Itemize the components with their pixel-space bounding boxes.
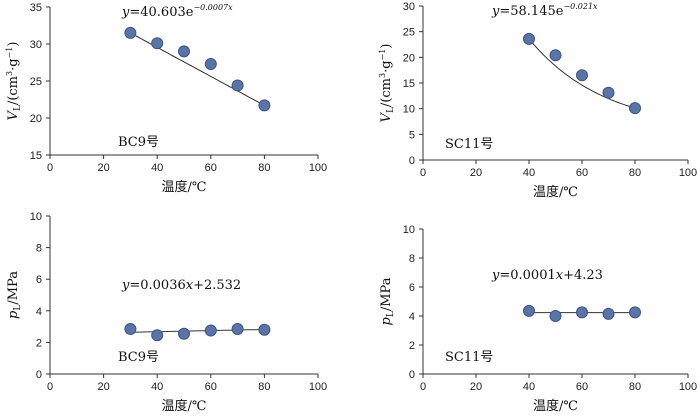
- x-tick-label: 100: [309, 162, 327, 174]
- y-tick-label: 30: [403, 1, 415, 13]
- y-tick-label: 30: [30, 39, 42, 51]
- x-tick-label: 0: [47, 162, 53, 174]
- data-point: [178, 327, 190, 340]
- sample-tag: SC11号: [445, 350, 493, 365]
- y-tick-label: 8: [36, 243, 42, 255]
- y-tick-label: 15: [30, 150, 42, 162]
- data-point: [204, 57, 217, 70]
- x-tick-label: 20: [97, 162, 109, 174]
- fit-line: [130, 328, 265, 333]
- y-tick-label: 0: [36, 369, 42, 381]
- chart-vl-sc11: 0 20 40 60 80 100 0 5 10 15 20 25 30 温度/℃ VL/(cm3·g−1)…: [378, 1, 697, 200]
- x-tick-label: 60: [576, 381, 588, 393]
- y-tick-label: 4: [36, 306, 42, 318]
- y-axis-label: VL/(cm3·g−1): [5, 42, 23, 121]
- x-tick-label: 100: [309, 381, 327, 393]
- chart-vl-bc9: 0 20 40 60 80 100 15 20 25 30 35 温度/℃ VL/(cm3·g−1) BC…: [5, 2, 327, 195]
- y-tick-label: 10: [30, 211, 42, 223]
- x-tick-label: 60: [205, 381, 217, 393]
- chart-pl-sc11: 0 20 40 60 80 100 0 2 4 6 8 10 温度/℃ pL/MPa SC11号 y=0.00…: [379, 224, 697, 414]
- x-axis-label: 温度/℃: [533, 398, 578, 414]
- sample-tag: BC9号: [118, 350, 159, 365]
- data-point: [576, 69, 588, 82]
- y-tick-label: 2: [409, 340, 415, 352]
- y-tick-label: 20: [403, 52, 415, 64]
- y-tick-label: 25: [403, 27, 415, 39]
- data-point: [231, 322, 244, 335]
- y-axis-label: pL/MPa: [379, 277, 396, 325]
- x-tick-label: 80: [629, 381, 641, 393]
- data-point: [602, 86, 615, 99]
- x-tick-label: 100: [679, 381, 697, 393]
- chart-pl-bc9: 0 20 40 60 80 100 0 2 4 6 8 10 温度/℃ pL/MPa BC9号 y=0.003…: [6, 211, 327, 414]
- data-point: [151, 37, 164, 50]
- x-tick-label: 20: [97, 381, 109, 393]
- fit-line: [528, 38, 636, 109]
- y-tick-label: 2: [36, 337, 42, 349]
- data-point: [523, 304, 535, 317]
- fit-line: [130, 32, 265, 106]
- x-tick-label: 80: [258, 381, 270, 393]
- x-tick-label: 40: [523, 167, 535, 179]
- y-tick-label: 4: [409, 311, 415, 323]
- x-tick-label: 80: [629, 167, 641, 179]
- data-point: [258, 323, 271, 336]
- y-tick-label: 15: [403, 78, 415, 90]
- x-axis-label: 温度/℃: [162, 398, 207, 414]
- data-point: [523, 32, 535, 45]
- x-tick-label: 20: [470, 167, 482, 179]
- data-point: [151, 329, 164, 342]
- y-tick-label: 20: [30, 113, 42, 125]
- fit-equation: y=0.0001x+4.23: [491, 268, 603, 283]
- y-axis-label: VL/(cm3·g−1): [378, 44, 396, 123]
- data-point: [124, 26, 137, 39]
- data-point: [602, 307, 615, 320]
- data-point: [204, 324, 217, 337]
- y-tick-label: 0: [409, 369, 415, 381]
- x-tick-label: 60: [205, 162, 217, 174]
- data-point: [178, 45, 190, 58]
- y-tick-label: 10: [403, 224, 415, 236]
- fit-equation: y=40.603e−0.0007x: [121, 3, 233, 20]
- sample-tag: BC9号: [118, 135, 159, 150]
- data-point: [258, 99, 271, 112]
- data-point: [629, 102, 641, 115]
- x-tick-label: 0: [420, 167, 426, 179]
- x-tick-label: 60: [576, 167, 588, 179]
- y-tick-label: 6: [409, 282, 415, 294]
- y-tick-label: 6: [36, 274, 42, 286]
- y-tick-label: 35: [30, 2, 42, 14]
- x-tick-label: 0: [47, 381, 53, 393]
- fit-equation: y=0.0036x+2.532: [121, 278, 241, 293]
- y-tick-label: 0: [409, 155, 415, 167]
- data-point: [629, 306, 641, 319]
- y-axis-label: pL/MPa: [6, 271, 23, 319]
- y-tick-label: 5: [409, 129, 415, 141]
- data-point: [124, 322, 137, 335]
- x-tick-label: 20: [470, 381, 482, 393]
- y-tick-label: 25: [30, 76, 42, 88]
- x-axis-label: 温度/℃: [162, 179, 207, 195]
- fit-equation: y=58.145e−0.021x: [491, 2, 598, 19]
- sample-tag: SC11号: [445, 137, 493, 152]
- data-point: [231, 79, 244, 92]
- data-point: [576, 306, 588, 319]
- y-tick-label: 10: [403, 104, 415, 116]
- x-tick-label: 40: [151, 162, 163, 174]
- x-tick-label: 0: [420, 381, 426, 393]
- data-point: [549, 49, 562, 62]
- x-axis-label: 温度/℃: [533, 184, 578, 200]
- x-tick-label: 40: [151, 381, 163, 393]
- x-tick-label: 80: [258, 162, 270, 174]
- data-point: [549, 310, 562, 322]
- y-tick-label: 8: [409, 253, 415, 265]
- x-tick-label: 40: [523, 381, 535, 393]
- x-tick-label: 100: [679, 167, 697, 179]
